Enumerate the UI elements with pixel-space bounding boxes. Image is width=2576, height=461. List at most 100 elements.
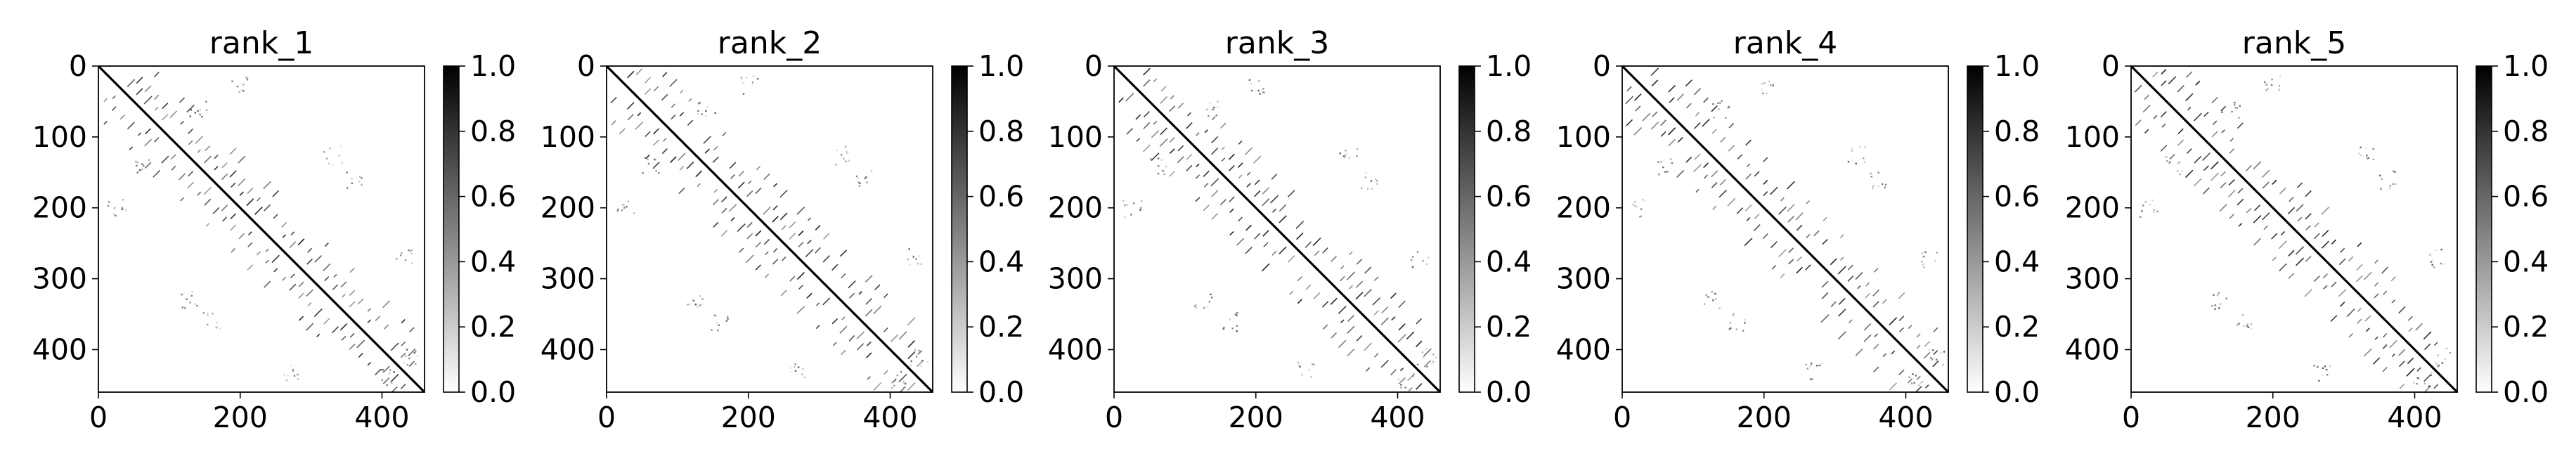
contact-segment [254, 206, 263, 215]
contact-point [1163, 173, 1165, 176]
contact-segment [798, 285, 803, 290]
contact-point [2231, 110, 2233, 113]
contact-segment [239, 191, 244, 196]
contact-segment [772, 216, 779, 223]
contact-segment [229, 148, 237, 155]
contact-segment [2134, 84, 2142, 93]
contact-segment [2339, 301, 2345, 307]
contact-segment [2381, 266, 2389, 274]
contact-segment [2305, 213, 2312, 220]
contact-segment [865, 275, 873, 283]
contact-segment [2289, 196, 2294, 202]
contact-segment [1398, 377, 1406, 385]
contact-point [2237, 324, 2239, 326]
contact-point [699, 295, 701, 297]
contact-segment [764, 273, 770, 278]
contact-point [654, 158, 656, 161]
contact-segment [1254, 233, 1261, 240]
contact-segment [375, 316, 381, 322]
contact-point [2278, 85, 2281, 87]
contact-segment [197, 191, 202, 196]
contact-point [745, 77, 748, 79]
contact-point [1662, 166, 1664, 169]
contact-point [1425, 263, 1428, 265]
contact-point [199, 108, 201, 111]
contact-segment [645, 154, 650, 160]
contact-segment [1712, 205, 1717, 210]
contact-point [1312, 363, 1315, 366]
contact-segment [1196, 163, 1200, 167]
contact-point [1124, 204, 1126, 207]
contact-segment [2161, 80, 2167, 86]
contact-segment [841, 273, 846, 279]
contact-segment [1195, 174, 1200, 179]
contact-segment [2237, 188, 2244, 194]
colorbar-gradient [1967, 65, 1983, 393]
contact-segment [1390, 369, 1397, 376]
contact-segment [721, 196, 727, 202]
contact-point [846, 150, 848, 153]
contact-point [1400, 387, 1402, 389]
contact-point [1422, 259, 1424, 262]
contact-point [1730, 327, 1732, 330]
contact-segment [1135, 114, 1141, 120]
contact-point [124, 209, 127, 212]
contact-point [2413, 382, 2415, 384]
contact-point [1640, 215, 1643, 217]
contact-point [346, 171, 348, 174]
colorbar-tick-label: 0.8 [1486, 115, 1532, 148]
contact-segment [214, 154, 219, 160]
contact-segment [2390, 276, 2396, 282]
contact-segment [1685, 79, 1692, 87]
contact-segment [264, 280, 271, 288]
contact-segment [1210, 178, 1219, 187]
contact-point [1193, 305, 1196, 308]
contact-point [1913, 382, 1915, 384]
contact-segment [2194, 155, 2202, 164]
contact-segment [703, 136, 712, 144]
contact-point [794, 366, 796, 368]
contact-point [1310, 376, 1312, 378]
contact-segment [2161, 123, 2166, 128]
contact-segment [738, 247, 744, 253]
contact-segment [1297, 299, 1302, 304]
contact-point [626, 205, 628, 208]
contact-point [623, 207, 626, 209]
contact-segment [1271, 173, 1278, 180]
contact-segment [342, 294, 346, 298]
contact-point [413, 351, 415, 354]
contact-segment [1346, 271, 1355, 280]
contact-point [907, 258, 909, 261]
contact-point [623, 204, 625, 206]
contact-point [241, 89, 243, 91]
contact-segment [1898, 327, 1904, 332]
contact-point [1229, 318, 1231, 320]
colorbar: 0.0 0.2 0.4 0.6 0.8 1.0 [1967, 49, 2040, 409]
contact-point [644, 157, 647, 160]
contact-point [1711, 291, 1713, 293]
contact-segment [704, 148, 710, 154]
contact-segment [2262, 181, 2270, 189]
contact-point [2177, 162, 2180, 164]
contact-segment [2254, 204, 2261, 212]
contact-segment [1366, 367, 1371, 372]
contact-segment [221, 173, 228, 180]
contact-segment [807, 217, 812, 221]
contact-point [654, 159, 656, 161]
contact-segment [662, 72, 668, 77]
contact-segment [2389, 339, 2398, 349]
contact-point [415, 363, 417, 365]
contact-segment [780, 290, 787, 297]
contact-segment [307, 247, 313, 253]
contact-point [1263, 91, 1265, 94]
contact-segment [2374, 336, 2378, 340]
contact-point [2438, 365, 2440, 367]
contact-segment [1847, 275, 1854, 282]
x-tick-label: 400 [2387, 401, 2442, 434]
contact-segment [2391, 353, 2395, 358]
contact-segment [841, 316, 846, 320]
contact-point [2279, 75, 2281, 78]
contact-segment [281, 221, 287, 228]
contact-segment [1676, 93, 1684, 101]
contact-point [2234, 101, 2236, 104]
